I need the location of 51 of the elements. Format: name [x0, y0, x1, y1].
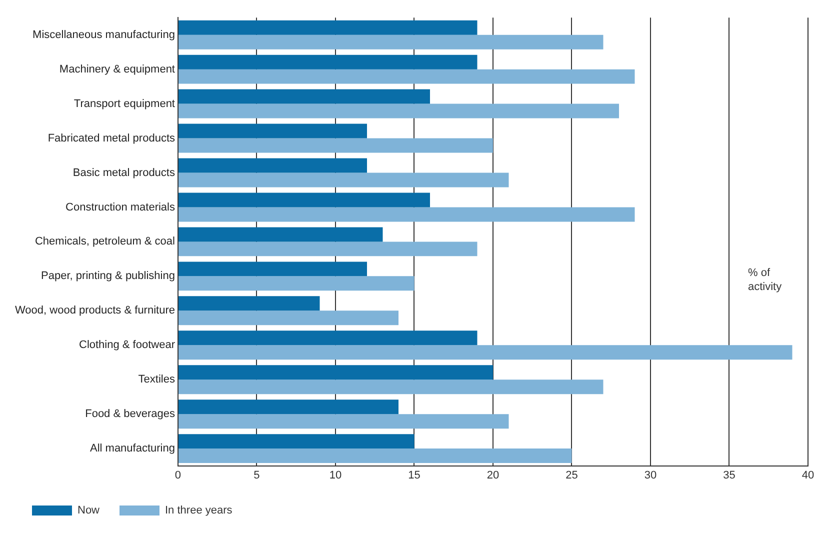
bar	[178, 330, 478, 346]
bar	[178, 365, 493, 380]
x-tick-label: 20	[486, 469, 500, 482]
bar	[178, 276, 414, 291]
bar	[178, 448, 572, 464]
bar	[178, 242, 478, 256]
y-tick-label: Chemicals, petroleum & coal	[34, 236, 175, 248]
bar	[178, 104, 619, 118]
x-tick-label: 5	[254, 469, 260, 482]
bar	[178, 138, 493, 153]
y-tick-label: Machinery & equipment	[59, 63, 175, 76]
bar	[178, 296, 320, 311]
bar	[178, 400, 398, 414]
x-tick-label: 10	[329, 469, 342, 482]
y-tick-label: Basic metal products	[72, 166, 176, 179]
bar	[178, 34, 604, 50]
bar	[178, 414, 509, 429]
x-tick-label: 25	[566, 469, 578, 482]
y-tick-label: Clothing & footwear	[78, 339, 176, 352]
bar	[178, 192, 430, 208]
bar	[178, 380, 604, 394]
legend-label: Now	[78, 504, 100, 517]
legend-label: In three years	[165, 504, 233, 517]
bar	[178, 69, 635, 84]
y-tick-label: Construction materials	[66, 201, 176, 214]
bar	[178, 172, 509, 188]
bar	[178, 310, 398, 326]
x-tick-label: 35	[723, 469, 736, 482]
bar	[178, 262, 367, 276]
bar	[178, 207, 635, 222]
y-tick-label: Transport equipment	[74, 98, 175, 110]
y-tick-label: Fabricated metal products	[48, 132, 176, 144]
x-tick-label: 0	[174, 469, 182, 482]
bar	[178, 158, 367, 173]
y-tick-label: Textiles	[138, 374, 176, 386]
bar	[178, 434, 414, 449]
y-tick-label: All manufacturing	[90, 442, 175, 455]
bar	[178, 124, 367, 138]
x-tick-label: 40	[802, 469, 814, 482]
x-tick-label: 30	[644, 469, 657, 482]
y-tick-label: Wood, wood products & furniture	[14, 304, 175, 317]
bar	[178, 54, 478, 70]
bar	[178, 345, 792, 360]
y-tick-label: Food & beverages	[85, 408, 176, 420]
annotation: % of activity	[748, 267, 782, 294]
bar	[178, 89, 430, 104]
y-tick-label: Paper, printing & publishing	[41, 270, 175, 282]
x-tick-label: 15	[408, 469, 420, 482]
y-tick-label: Miscellaneous manufacturing	[32, 28, 175, 41]
bar	[178, 227, 383, 242]
bar	[178, 20, 478, 35]
